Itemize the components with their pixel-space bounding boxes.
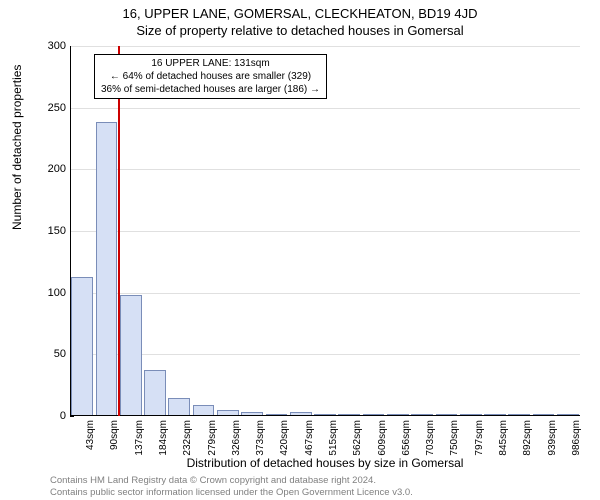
x-tick-label: 43sqm [85,420,96,450]
x-tick-label: 750sqm [449,420,460,456]
x-tick-label: 137sqm [134,420,145,456]
y-tick-label: 100 [48,287,66,299]
x-tick-label: 373sqm [255,420,266,456]
title-sub: Size of property relative to detached ho… [0,21,600,38]
reference-line [118,46,120,416]
y-axis: 050100150200250300 [40,46,70,416]
histogram-bar [71,277,93,416]
histogram-bar [96,122,118,416]
x-tick-label: 279sqm [207,420,218,456]
x-tick-label: 232sqm [182,420,193,456]
y-tick-label: 200 [48,163,66,175]
y-axis-label: Number of detached properties [10,65,24,230]
histogram-bar [168,398,190,417]
y-tick-label: 0 [60,410,66,422]
title-main: 16, UPPER LANE, GOMERSAL, CLECKHEATON, B… [0,0,600,21]
info-line-2: ← 64% of detached houses are smaller (32… [101,70,320,83]
footer-attribution: Contains HM Land Registry data © Crown c… [50,475,413,498]
gridline [70,108,580,109]
chart-plot-area: 16 UPPER LANE: 131sqm ← 64% of detached … [70,46,580,416]
x-tick-label: 939sqm [547,420,558,456]
y-tick-label: 250 [48,102,66,114]
x-axis-label: Distribution of detached houses by size … [70,456,580,470]
x-tick-label: 797sqm [474,420,485,456]
footer-line-1: Contains HM Land Registry data © Crown c… [50,475,413,486]
footer-line-2: Contains public sector information licen… [50,487,413,498]
gridline [70,231,580,232]
x-tick-label: 845sqm [498,420,509,456]
histogram-bar [120,295,142,416]
x-tick-label: 703sqm [425,420,436,456]
y-tick-label: 50 [54,348,66,360]
y-tick-label: 300 [48,40,66,52]
x-tick-label: 609sqm [377,420,388,456]
gridline [70,169,580,170]
x-tick-label: 326sqm [231,420,242,456]
gridline [70,354,580,355]
x-tick-label: 892sqm [522,420,533,456]
info-box: 16 UPPER LANE: 131sqm ← 64% of detached … [94,54,327,99]
x-tick-label: 515sqm [328,420,339,456]
info-line-1: 16 UPPER LANE: 131sqm [101,57,320,70]
x-tick-label: 986sqm [571,420,582,456]
gridline [70,293,580,294]
gridline [70,46,580,47]
x-tick-label: 656sqm [401,420,412,456]
x-tick-label: 467sqm [304,420,315,456]
x-tick-label: 420sqm [279,420,290,456]
x-tick-label: 90sqm [109,420,120,450]
info-line-3: 36% of semi-detached houses are larger (… [101,83,320,96]
x-tick-label: 562sqm [352,420,363,456]
y-axis-line [70,46,71,416]
y-tick-label: 150 [48,225,66,237]
x-tick-label: 184sqm [158,420,169,456]
histogram-bar [144,370,166,416]
